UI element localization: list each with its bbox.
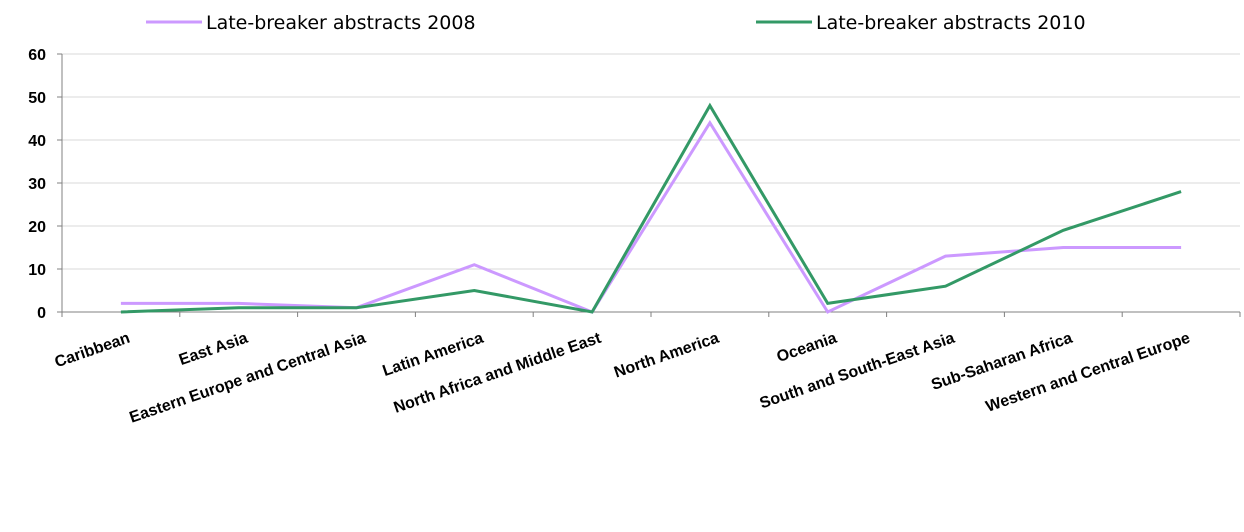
legend-item: Late-breaker abstracts 2010 [756,12,1086,34]
legend: Late-breaker abstracts 2008 Late-breaker … [146,12,1086,34]
x-tick-label: Caribbean [53,330,133,372]
y-tick-label: 50 [28,90,46,107]
series-line-2 [120,102,1182,314]
y-tick-label: 40 [28,133,46,150]
x-tick-label: North America [612,330,721,382]
legend-label: Late-breaker abstracts 2010 [816,12,1086,34]
x-tick-label: North Africa and Middle East [392,329,604,416]
series-lines [120,102,1182,314]
y-tick-label: 60 [28,47,46,64]
y-tick-label: 30 [28,176,46,193]
x-tick-label: Latin America [381,330,486,380]
y-tick-label: 20 [28,219,46,236]
gridlines [62,53,1240,270]
legend-item: Late-breaker abstracts 2008 [146,12,476,34]
legend-label: Late-breaker abstracts 2008 [206,12,476,34]
y-axis-ticks: 0 10 20 30 40 50 60 [28,47,62,322]
series-line-1 [120,119,1182,314]
x-tick-label: East Asia [177,330,250,369]
y-tick-label: 10 [28,262,46,279]
x-tick-label: Western and Central Europe [984,330,1193,416]
x-tick-label: Oceania [775,330,839,366]
x-tick-label: South and South-East Asia [758,330,957,413]
y-tick-label: 0 [37,305,46,322]
